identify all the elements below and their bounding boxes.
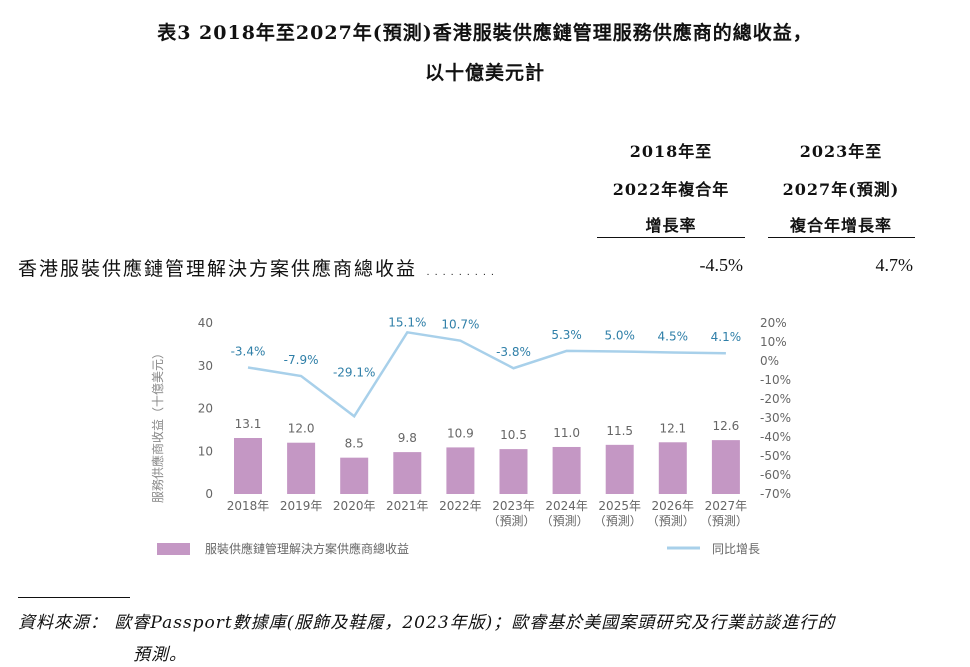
y-axis-title: 服務供應商收益（十億美元） — [150, 347, 165, 503]
bar — [340, 457, 369, 494]
bar — [552, 446, 581, 494]
y2-tick-label: 10% — [760, 335, 787, 349]
y2-tick-label: 0% — [760, 354, 779, 368]
line-label: 4.1% — [711, 330, 742, 344]
x-tick-label: 2025年 — [598, 499, 641, 513]
legend-bar-swatch — [157, 543, 190, 555]
bar-label: 9.8 — [398, 431, 417, 445]
line-label: 5.0% — [604, 329, 635, 343]
bar-label: 11.5 — [606, 424, 633, 438]
col1-header-1: 2018年至 — [629, 142, 713, 161]
col1-header-3: 增長率 — [645, 216, 697, 235]
col2-divider — [768, 237, 915, 238]
line-label: -7.9% — [284, 353, 319, 367]
col2-header-3: 複合年增長率 — [789, 216, 892, 235]
bar-label: 10.5 — [500, 428, 527, 442]
revenue-chart: 0 10 20 30 40 20% 10% 0% -10% -20% -30% -40% -50% -60… — [150, 315, 791, 556]
y-tick-label: 30 — [198, 359, 213, 373]
y2-tick-label: -60% — [760, 468, 791, 482]
bar-label: 8.5 — [345, 437, 364, 451]
col1-header-2: 2022年複合年 — [612, 180, 730, 199]
y2-tick-label: 20% — [760, 316, 787, 330]
x-tick-sublabel: （預測） — [594, 514, 642, 528]
line-label: -29.1% — [333, 365, 375, 379]
y2-tick-label: -10% — [760, 373, 791, 387]
bar-label: 10.9 — [447, 426, 474, 440]
x-tick-label: 2018年 — [227, 499, 270, 513]
col1-divider — [597, 237, 745, 238]
bar — [287, 442, 316, 494]
x-tick-sublabel: （預測） — [647, 514, 695, 528]
y2-tick-label: -50% — [760, 449, 791, 463]
line-label: -3.8% — [496, 345, 531, 359]
x-tick-label: 2021年 — [386, 499, 429, 513]
x-tick-label: 2027年 — [705, 499, 748, 513]
line-label: 5.3% — [551, 328, 582, 342]
y-tick-label: 10 — [198, 444, 213, 458]
y-tick-label: 40 — [198, 316, 213, 330]
bar — [711, 440, 740, 494]
legend-bar-label: 服裝供應鏈管理解決方案供應商總收益 — [205, 541, 409, 556]
bar-label: 12.1 — [659, 421, 686, 435]
bar — [446, 447, 475, 494]
page-subtitle: 以十億美元計 — [424, 62, 545, 84]
line-label: 4.5% — [658, 329, 689, 343]
x-tick-label: 2024年 — [545, 499, 588, 513]
x-tick-label: 2026年 — [652, 499, 695, 513]
source-note-cont: 預測。 — [133, 645, 187, 665]
bar-label: 12.6 — [713, 419, 740, 433]
footnote-divider — [18, 597, 130, 598]
y2-tick-label: -40% — [760, 430, 791, 444]
page-title: 表3 2018年至2027年(預測)香港服裝供應鏈管理服務供應商的總收益， — [157, 22, 813, 44]
bar — [393, 452, 422, 494]
x-tick-label: 2022年 — [439, 499, 482, 513]
bar-label: 12.0 — [288, 422, 315, 436]
col2-header-1: 2023年至 — [799, 142, 883, 161]
col1-value: -4.5% — [699, 255, 744, 275]
x-tick-label: 2020年 — [333, 499, 376, 513]
col2-header-2: 2027年(預測) — [782, 180, 900, 199]
y2-tick-label: -70% — [760, 487, 791, 501]
y2-tick-label: -30% — [760, 411, 791, 425]
x-tick-sublabel: （預測） — [541, 514, 589, 528]
bar-label: 13.1 — [235, 417, 262, 431]
bar — [499, 449, 528, 494]
x-tick-sublabel: （預測） — [700, 514, 748, 528]
col2-value: 4.7% — [875, 255, 914, 275]
growth-line — [247, 330, 726, 419]
bar — [605, 444, 634, 494]
x-tick-label: 2019年 — [280, 499, 323, 513]
line-label: 15.1% — [388, 315, 426, 329]
y-tick-label: 20 — [198, 402, 213, 416]
source-note: 資料來源： 歐睿Passport數據庫(服飾及鞋履，2023年版)；歐睿基於美國… — [18, 613, 836, 633]
legend-line-label: 同比增長 — [712, 542, 760, 556]
x-tick-sublabel: （預測） — [487, 514, 535, 528]
line-label: -3.4% — [231, 344, 266, 358]
line-label: 10.7% — [441, 318, 479, 332]
y2-tick-label: -20% — [760, 392, 791, 406]
x-tick-label: 2023年 — [492, 499, 535, 513]
bar — [234, 437, 262, 494]
bar-label: 11.0 — [553, 426, 580, 440]
y-tick-label: 0 — [205, 487, 213, 501]
row-label: 香港服裝供應鏈管理解決方案供應商總收益 ......... — [18, 258, 498, 280]
bar — [658, 442, 687, 494]
